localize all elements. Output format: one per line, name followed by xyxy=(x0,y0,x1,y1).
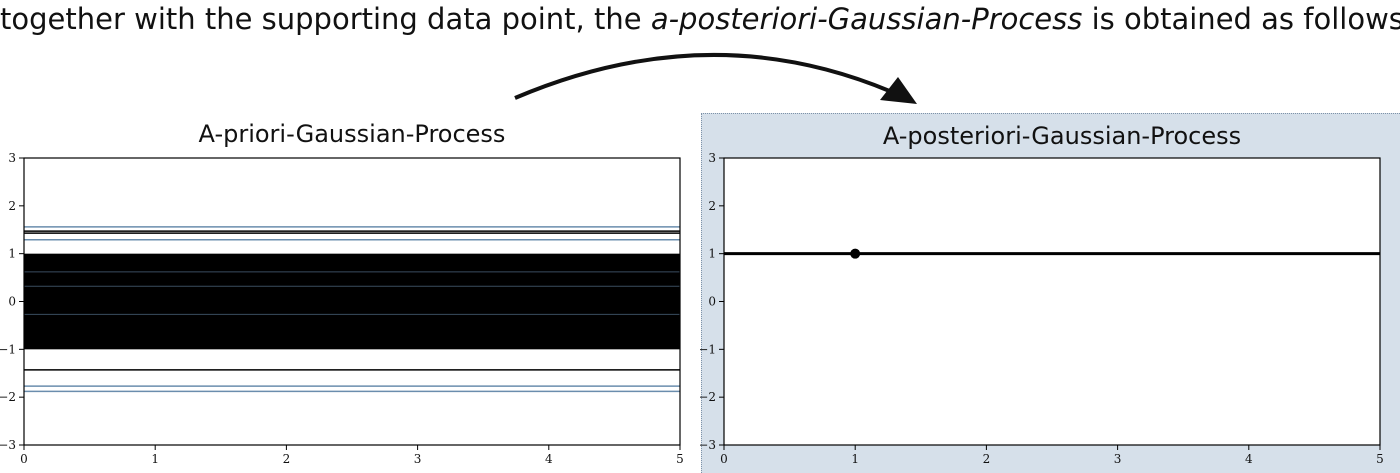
prior-y-tick-label-3: 0 xyxy=(8,295,16,309)
prior-chart: 0 1 2 3 4 5 3 2 1 0 −1 −2 −3 xyxy=(0,151,684,466)
posterior-y-tick-label-0: 3 xyxy=(708,151,716,165)
posterior-chart-title: A-posteriori-Gaussian-Process xyxy=(882,122,1242,150)
prior-y-tick-label-5: −2 xyxy=(0,390,16,404)
caption-text: together with the supporting data point,… xyxy=(0,2,651,36)
prior-x-tick-label-2: 2 xyxy=(283,452,291,466)
posterior-y-tick-label-1: 2 xyxy=(708,199,716,213)
prior-x-tick-label-1: 1 xyxy=(151,452,159,466)
posterior-x-tick-label-5: 5 xyxy=(1376,452,1384,466)
arrow-head xyxy=(880,77,917,104)
prior-y-tick-label-2: 1 xyxy=(8,247,16,261)
prior-y-tick-label-0: 3 xyxy=(8,151,16,165)
prior-y-tick-label-1: 2 xyxy=(8,199,16,213)
posterior-x-tick-label-2: 2 xyxy=(983,452,991,466)
prior-x-tick-label-4: 4 xyxy=(545,452,553,466)
caption-emphasis: a-posteriori-Gaussian-Process xyxy=(650,2,1083,36)
posterior-x-tick-label-4: 4 xyxy=(1245,452,1253,466)
posterior-x-tick-label-3: 3 xyxy=(1114,452,1122,466)
posterior-chart: 0 1 2 3 4 5 3 2 1 0 −1 −2 −3 xyxy=(700,151,1384,466)
arrow-shaft xyxy=(514,53,893,100)
prior-chart-title: A-priori-Gaussian-Process xyxy=(198,120,506,148)
posterior-y-tick-label-2: 1 xyxy=(708,247,716,261)
curved-arrow-icon xyxy=(514,53,917,104)
posterior-y-tick-label-5: −2 xyxy=(700,390,716,404)
caption-tail: is obtained as follows xyxy=(1082,2,1400,36)
posterior-plot-area xyxy=(724,158,1380,445)
prior-y-tick-label-4: −1 xyxy=(0,342,16,356)
prior-sample-band xyxy=(24,253,680,350)
caption: together with the supporting data point,… xyxy=(0,2,1400,36)
prior-x-tick-label-3: 3 xyxy=(414,452,422,466)
posterior-y-tick-label-6: −3 xyxy=(700,438,716,452)
posterior-y-tick-label-4: −1 xyxy=(700,342,716,356)
prior-x-tick-label-5: 5 xyxy=(676,452,684,466)
posterior-data-point-0 xyxy=(850,248,861,259)
prior-y-tick-label-6: −3 xyxy=(0,438,16,452)
posterior-x-tick-label-1: 1 xyxy=(851,452,859,466)
posterior-x-tick-label-0: 0 xyxy=(720,452,728,466)
prior-x-tick-label-0: 0 xyxy=(20,452,28,466)
posterior-y-tick-label-3: 0 xyxy=(708,295,716,309)
